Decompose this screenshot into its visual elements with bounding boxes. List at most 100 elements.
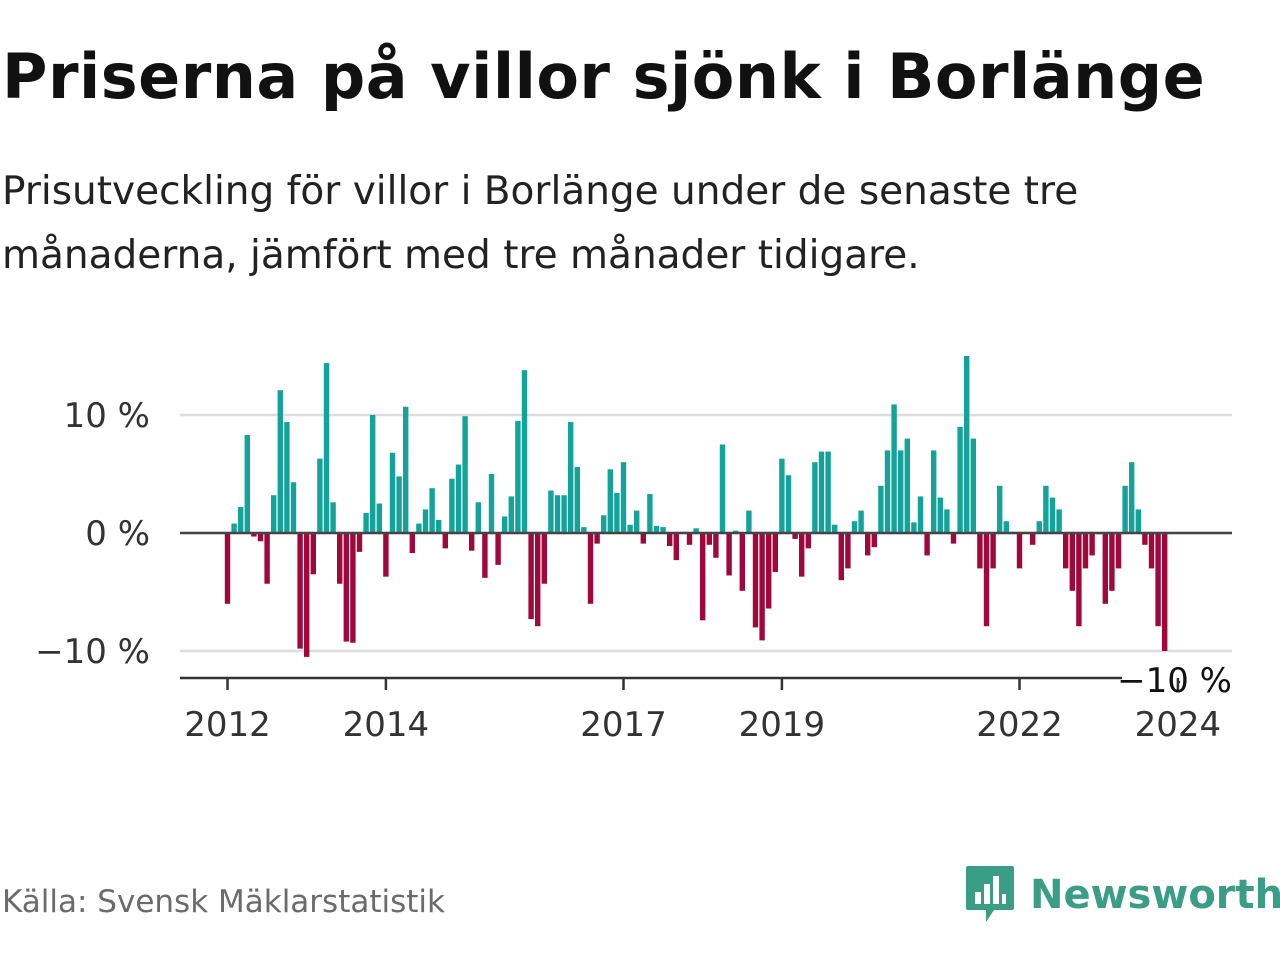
bar-negative	[772, 533, 778, 572]
bar-positive	[832, 524, 838, 533]
bar-negative	[482, 533, 488, 578]
bar-negative	[759, 533, 765, 641]
bar-negative	[251, 533, 257, 537]
bar-positive	[746, 510, 752, 533]
bars	[180, 356, 1232, 657]
bar-positive	[785, 475, 792, 533]
bar-negative	[409, 533, 415, 554]
bar-positive	[244, 435, 250, 533]
bar-negative	[495, 533, 501, 565]
bar-positive	[508, 496, 514, 533]
bar-positive	[521, 370, 528, 533]
bar-negative	[587, 533, 594, 604]
x-tick-label: 2022	[976, 705, 1063, 745]
bar-negative	[871, 533, 877, 548]
bar-negative	[528, 533, 534, 620]
x-tick-label: 2019	[739, 705, 826, 745]
y-axis: 10 % 0 % −10 %	[35, 396, 150, 672]
x-tick-label: 2014	[343, 705, 430, 745]
bar-positive	[1129, 462, 1135, 533]
bar-negative	[686, 533, 693, 545]
bar-positive	[370, 415, 376, 533]
bar-negative	[541, 533, 547, 584]
bar-positive	[231, 523, 237, 533]
bar-negative	[838, 533, 844, 581]
bar-negative	[845, 533, 851, 569]
brand-logo: Newsworthy	[964, 862, 1280, 928]
bar-positive	[937, 497, 943, 533]
bar-positive	[1122, 485, 1128, 533]
bar-positive	[660, 527, 666, 533]
bar-positive	[502, 516, 508, 533]
bar-positive	[851, 521, 858, 533]
bar-negative	[1082, 533, 1089, 569]
bar-negative	[805, 533, 811, 549]
x-tick-label: 2017	[580, 705, 667, 745]
bar-negative	[766, 533, 772, 609]
bar-positive	[944, 509, 950, 533]
bar-positive	[931, 450, 937, 533]
bar-negative	[977, 533, 983, 569]
bar-negative	[990, 533, 996, 569]
bar-positive	[389, 452, 396, 533]
bar-negative	[1142, 533, 1148, 545]
bar-positive	[290, 482, 297, 533]
bar-positive	[911, 522, 917, 533]
page-title: Priserna på villor sjönk i Borlänge	[2, 40, 1206, 113]
y-tick-label: 0 %	[85, 514, 150, 554]
bar-negative	[1109, 533, 1115, 591]
bar-positive	[1135, 509, 1141, 533]
bar-positive	[653, 525, 660, 533]
bar-negative	[706, 533, 712, 545]
bar-negative	[640, 533, 646, 544]
bar-negative	[350, 533, 356, 643]
bar-negative	[1148, 533, 1155, 569]
bar-positive	[330, 502, 336, 533]
bar-negative	[469, 533, 475, 551]
bar-positive	[1056, 509, 1062, 533]
bar-negative	[1069, 533, 1075, 591]
bar-negative	[752, 533, 759, 628]
bar-negative	[983, 533, 990, 627]
bar-negative	[950, 533, 957, 544]
bar-negative	[799, 533, 805, 577]
bar-positive	[620, 462, 627, 533]
bar-negative	[224, 533, 231, 604]
bar-positive	[548, 490, 554, 533]
bar-negative	[310, 533, 316, 575]
bar-positive	[271, 495, 277, 533]
bar-positive	[858, 510, 864, 533]
bar-negative	[297, 533, 303, 649]
bar-positive	[997, 485, 1003, 533]
bar-positive	[323, 363, 330, 533]
bar-negative	[792, 533, 798, 539]
bar-positive	[317, 458, 323, 533]
last-value-marker	[1177, 680, 1181, 684]
bar-positive	[825, 451, 831, 533]
bar-positive	[396, 476, 402, 533]
y-tick-label: 10 %	[64, 396, 150, 436]
bar-negative	[673, 533, 679, 561]
bar-positive	[957, 426, 963, 533]
bar-positive	[363, 512, 369, 533]
bar-negative	[713, 533, 719, 558]
bar-positive	[436, 520, 442, 533]
bar-negative	[924, 533, 930, 556]
page-subtitle: Prisutveckling för villor i Borlänge und…	[2, 169, 1079, 278]
bar-positive	[422, 509, 429, 533]
bar-chart-speech-bubble-icon	[966, 866, 1014, 922]
bar-positive	[581, 527, 587, 533]
bar-positive	[614, 492, 620, 533]
x-axis: 2012 2014 2017 2019 2022 2024−10 %	[180, 661, 1232, 745]
bar-positive	[488, 474, 495, 533]
last-value-label: −10 %	[1117, 661, 1232, 701]
bar-positive	[1043, 485, 1049, 533]
bar-positive	[917, 496, 924, 533]
bar-negative	[726, 533, 732, 576]
bar-positive	[779, 458, 785, 533]
bar-positive	[693, 528, 699, 533]
bar-positive	[429, 488, 435, 533]
bar-positive	[601, 515, 607, 533]
bar-positive	[515, 420, 521, 533]
bar-chart: 10 %0 %−10 % 2012 2014 2017 2019 2022 2024−10…	[35, 356, 1232, 745]
